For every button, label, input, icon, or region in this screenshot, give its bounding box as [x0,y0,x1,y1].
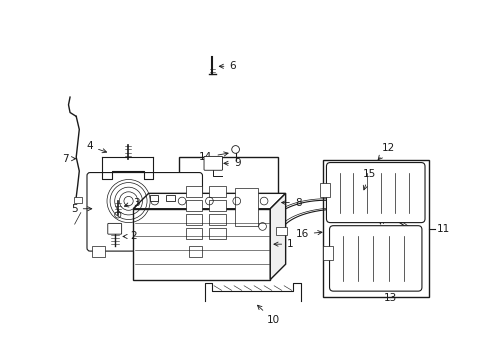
Bar [133,209,270,280]
FancyBboxPatch shape [326,163,424,222]
Bar [208,228,225,239]
FancyBboxPatch shape [87,172,202,251]
Text: 14: 14 [199,152,227,162]
Text: 6: 6 [219,61,236,71]
FancyBboxPatch shape [329,226,421,291]
Bar [74,197,81,203]
Bar [150,195,158,201]
Bar [179,157,277,248]
Text: 1: 1 [273,239,293,249]
Bar [208,214,225,225]
Bar [276,227,286,235]
Polygon shape [133,193,285,209]
Text: 8: 8 [281,198,301,208]
Bar [234,188,257,226]
Bar [185,200,202,211]
Bar [185,228,202,239]
FancyBboxPatch shape [203,156,222,170]
Bar [208,186,225,197]
Text: 4: 4 [86,141,106,153]
Bar [185,214,202,225]
Bar [91,247,105,257]
Text: 13: 13 [383,293,396,303]
Text: 2: 2 [123,231,137,242]
Text: 15: 15 [362,170,375,190]
Bar [165,195,174,201]
Bar [322,247,333,260]
FancyBboxPatch shape [107,223,122,234]
Text: 16: 16 [295,229,321,239]
Text: 3: 3 [124,198,140,208]
Bar [322,160,428,297]
Polygon shape [270,193,285,280]
Bar [188,247,202,257]
Text: 9: 9 [224,158,240,168]
Bar [319,183,329,197]
Text: 7: 7 [62,154,76,164]
Bar [208,200,225,211]
Text: 5: 5 [71,204,92,214]
Bar [185,186,202,197]
Text: 12: 12 [377,143,394,160]
Text: 10: 10 [257,305,279,325]
Text: 11: 11 [436,224,449,234]
